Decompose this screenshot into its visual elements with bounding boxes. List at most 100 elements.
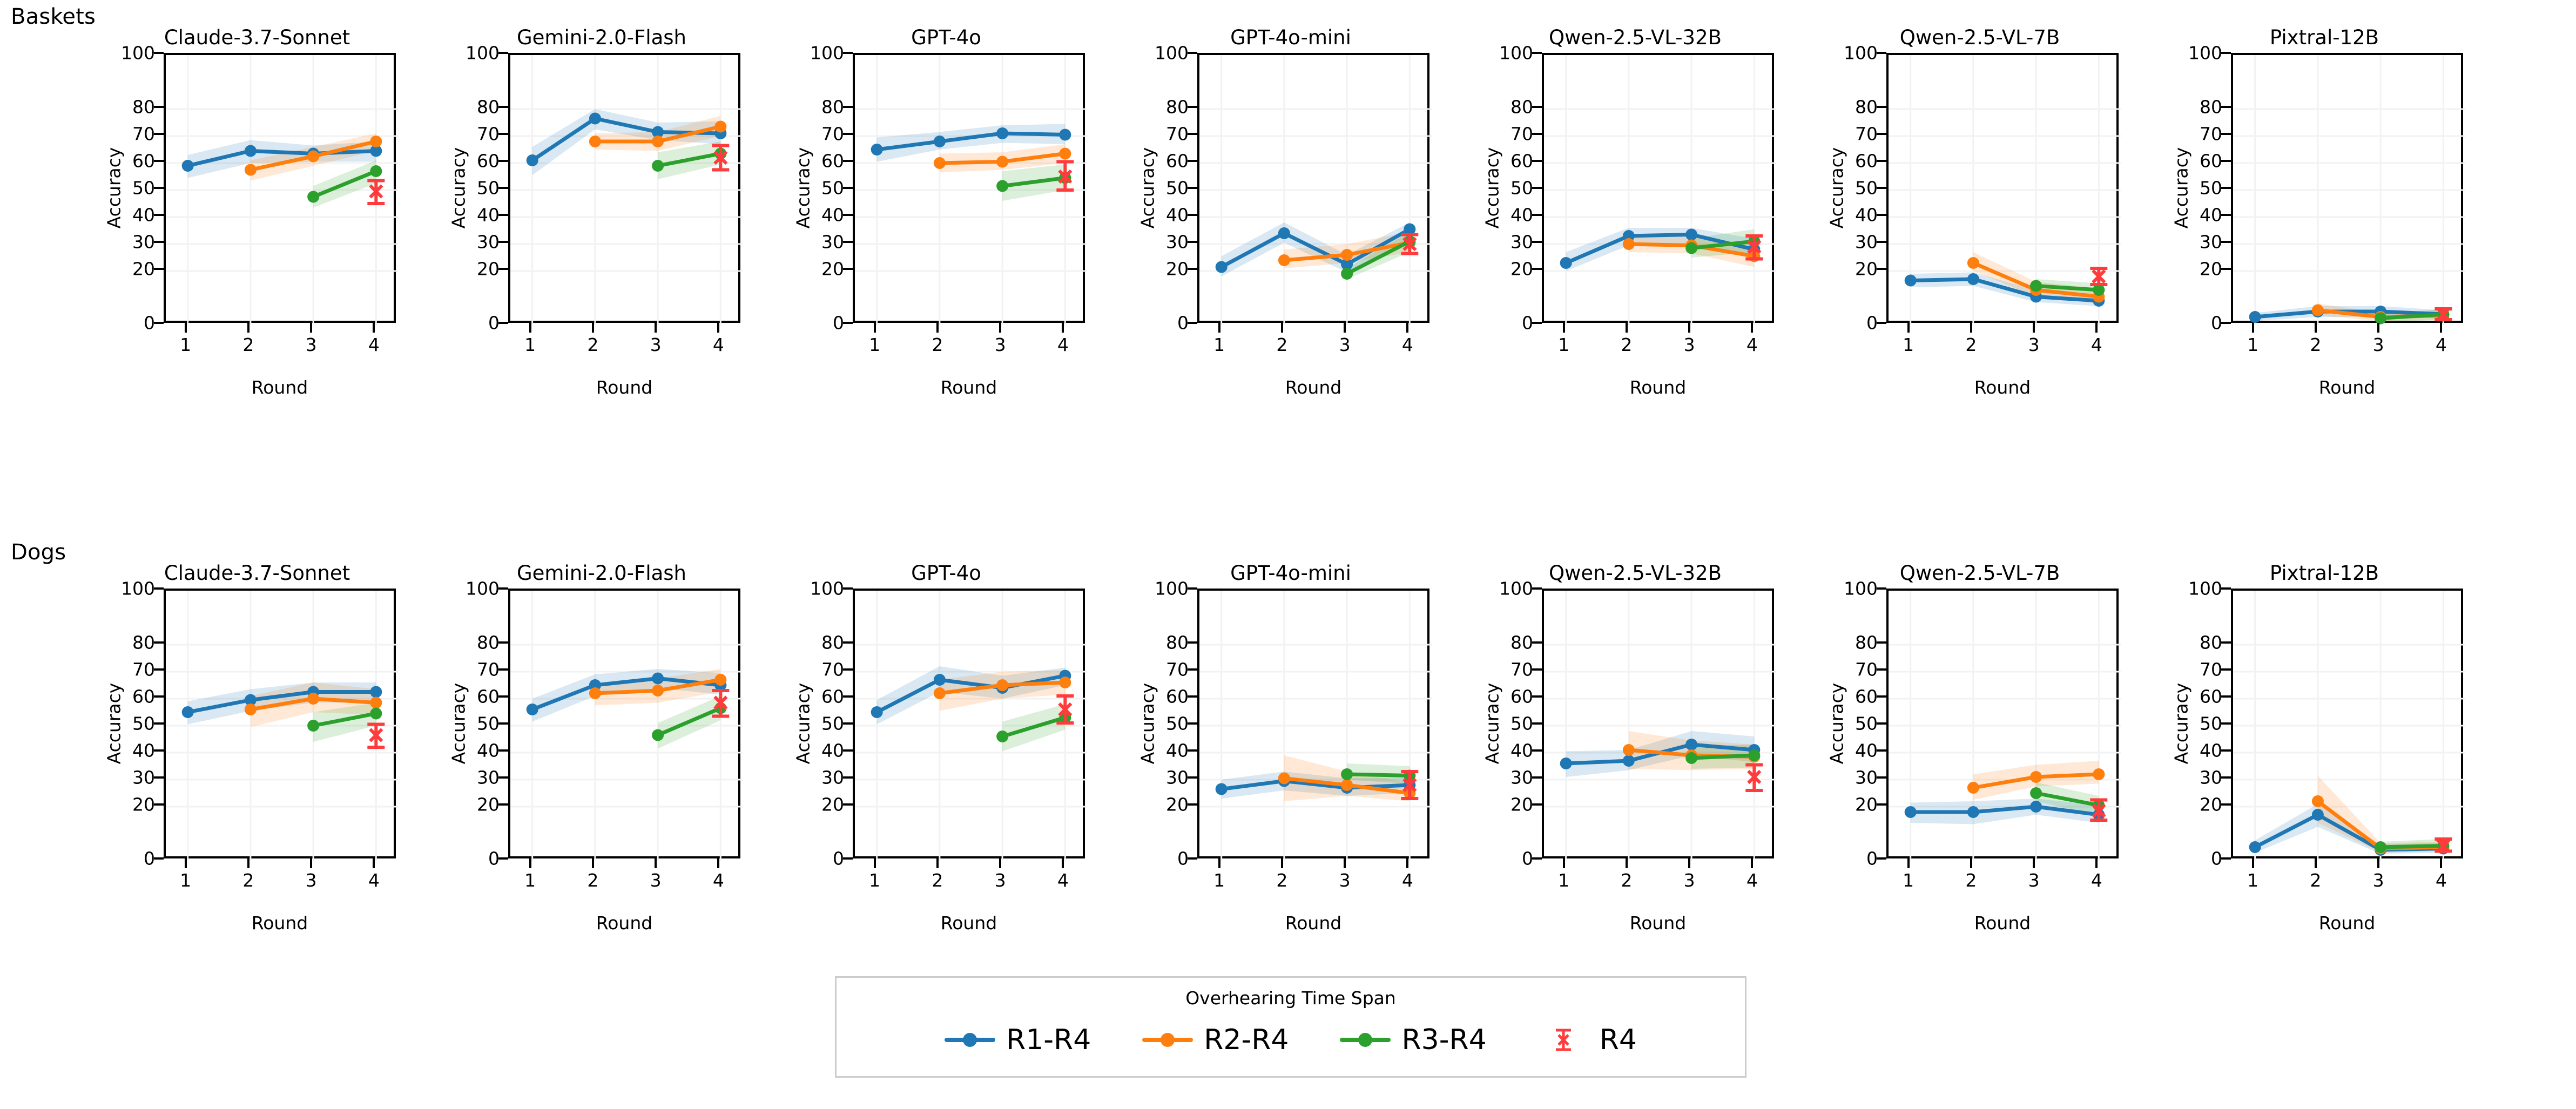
y-tick-mark [1532, 133, 1542, 135]
panel-title: Pixtral-12B [2269, 562, 2379, 585]
line-marker-icon [945, 1028, 996, 1052]
x-tick-mark [2377, 323, 2380, 333]
y-tick-label: 50 [1855, 713, 1878, 734]
x-axis-label: Round [596, 377, 653, 398]
plot-area: 0 20 30 40 50 60 70 80 100 1 2 3 4 Accuracy Round [104, 580, 398, 934]
panel-title: Gemini-2.0-Flash [517, 26, 686, 49]
y-tick-mark [498, 187, 508, 189]
y-tick-mark [843, 695, 853, 698]
axes-frame [853, 589, 1087, 861]
y-tick-mark [843, 857, 853, 860]
y-tick-mark [843, 214, 853, 216]
y-tick-label: 0 [1177, 312, 1189, 334]
panel-title: Claude-3.7-Sonnet [164, 26, 350, 49]
legend-item-r2-r4[interactable]: R2-R4 [1142, 1026, 1289, 1054]
axes-frame [1886, 53, 2121, 325]
x-tick-mark [655, 858, 657, 868]
y-tick-label: 30 [1510, 231, 1533, 253]
panel-title: GPT-4o-mini [1230, 562, 1351, 585]
x-tick-mark [1751, 858, 1754, 868]
y-tick-label: 50 [477, 713, 500, 734]
y-tick-label: 20 [1855, 794, 1878, 815]
y-tick-mark [843, 133, 853, 135]
y-tick-label: 20 [1510, 258, 1533, 280]
y-tick-mark [1188, 695, 1197, 698]
legend-item-r3-r4[interactable]: R3-R4 [1340, 1026, 1487, 1054]
y-tick-label: 40 [477, 204, 500, 226]
y-tick-label: 70 [2200, 659, 2222, 680]
x-tick-label: 2 [1965, 334, 1977, 355]
panel-baskets-claude-3-7-sonnet: Claude-3.7-Sonnet 0 20 30 40 50 60 70 80 100 1 2 3 4 A… [103, 26, 409, 404]
x-tick-mark [999, 858, 1002, 868]
y-tick-mark [154, 160, 164, 162]
x-tick-label: 1 [524, 870, 536, 891]
y-tick-label: 40 [1510, 740, 1533, 761]
y-tick-label: 40 [821, 740, 844, 761]
x-tick-label: 1 [180, 870, 192, 891]
x-tick-mark [1344, 323, 1346, 333]
y-tick-mark [1877, 322, 1886, 324]
x-tick-label: 4 [1746, 870, 1758, 891]
x-tick-mark [2251, 858, 2254, 868]
x-axis-label: Round [1629, 377, 1687, 398]
x-tick-label: 2 [2310, 334, 2322, 355]
y-tick-label: 20 [2200, 794, 2222, 815]
y-tick-mark [1532, 695, 1542, 698]
x-tick-mark [2033, 858, 2035, 868]
x-axis-label: Round [1285, 377, 1342, 398]
axes-frame [853, 53, 1087, 325]
y-tick-label: 100 [2188, 42, 2222, 64]
y-tick-mark [2221, 241, 2231, 243]
y-tick-mark [1532, 187, 1542, 189]
y-axis-label: Accuracy [1826, 682, 1847, 765]
x-tick-label: 1 [2247, 334, 2259, 355]
y-tick-mark [1188, 587, 1197, 590]
panel-title: Qwen-2.5-VL-32B [1548, 562, 1722, 585]
plot-area: 0 20 30 40 50 60 70 80 100 1 2 3 4 Accuracy Round [1137, 580, 1432, 934]
y-tick-mark [1877, 241, 1886, 243]
y-tick-label: 60 [2200, 150, 2222, 172]
y-tick-mark [843, 268, 853, 270]
x-tick-label: 2 [2310, 870, 2322, 891]
y-tick-mark [1188, 776, 1197, 779]
y-tick-mark [154, 776, 164, 779]
panel-dogs-qwen-2-5-vl-7b: Qwen-2.5-VL-7B 0 20 30 40 50 60 70 80 100 1 2 3 4 Accu… [1826, 562, 2132, 939]
y-tick-mark [498, 776, 508, 779]
x-tick-mark [310, 858, 313, 868]
y-tick-label: 0 [833, 312, 844, 334]
y-tick-mark [154, 106, 164, 108]
y-tick-mark [1188, 722, 1197, 725]
y-tick-label: 40 [821, 204, 844, 226]
legend-label: R2-R4 [1204, 1024, 1289, 1056]
panel-title: GPT-4o [911, 26, 981, 49]
x-tick-mark [373, 323, 375, 333]
x-tick-mark [1062, 323, 1064, 333]
axes-frame [2231, 589, 2465, 861]
y-tick-label: 50 [1855, 177, 1878, 199]
y-tick-label: 40 [1855, 204, 1878, 226]
y-tick-label: 20 [821, 258, 844, 280]
x-tick-mark [2377, 858, 2380, 868]
legend-item-r4[interactable]: R4 [1538, 1026, 1637, 1054]
y-tick-mark [843, 749, 853, 752]
y-tick-label: 80 [132, 632, 155, 653]
x-tick-mark [936, 323, 939, 333]
y-tick-label: 60 [1510, 686, 1533, 707]
y-tick-label: 50 [2200, 713, 2222, 734]
x-tick-label: 2 [242, 870, 254, 891]
y-axis-label: Accuracy [103, 147, 125, 229]
y-tick-mark [843, 776, 853, 779]
plot-area: 0 20 30 40 50 60 70 80 100 1 2 3 4 Accuracy Round [2171, 44, 2465, 398]
y-tick-mark [1532, 106, 1542, 108]
y-tick-mark [1532, 857, 1542, 860]
legend-item-r1-r4[interactable]: R1-R4 [945, 1026, 1091, 1054]
y-tick-label: 0 [488, 312, 500, 334]
x-tick-mark [2440, 858, 2443, 868]
y-tick-label: 80 [2200, 632, 2222, 653]
x-tick-label: 1 [2247, 870, 2259, 891]
y-tick-label: 60 [1510, 150, 1533, 172]
y-tick-label: 70 [2200, 123, 2222, 145]
plot-area: 0 20 30 40 50 60 70 80 100 1 2 3 4 Accuracy Round [448, 44, 743, 398]
y-tick-mark [1532, 776, 1542, 779]
y-tick-label: 0 [2211, 312, 2222, 334]
